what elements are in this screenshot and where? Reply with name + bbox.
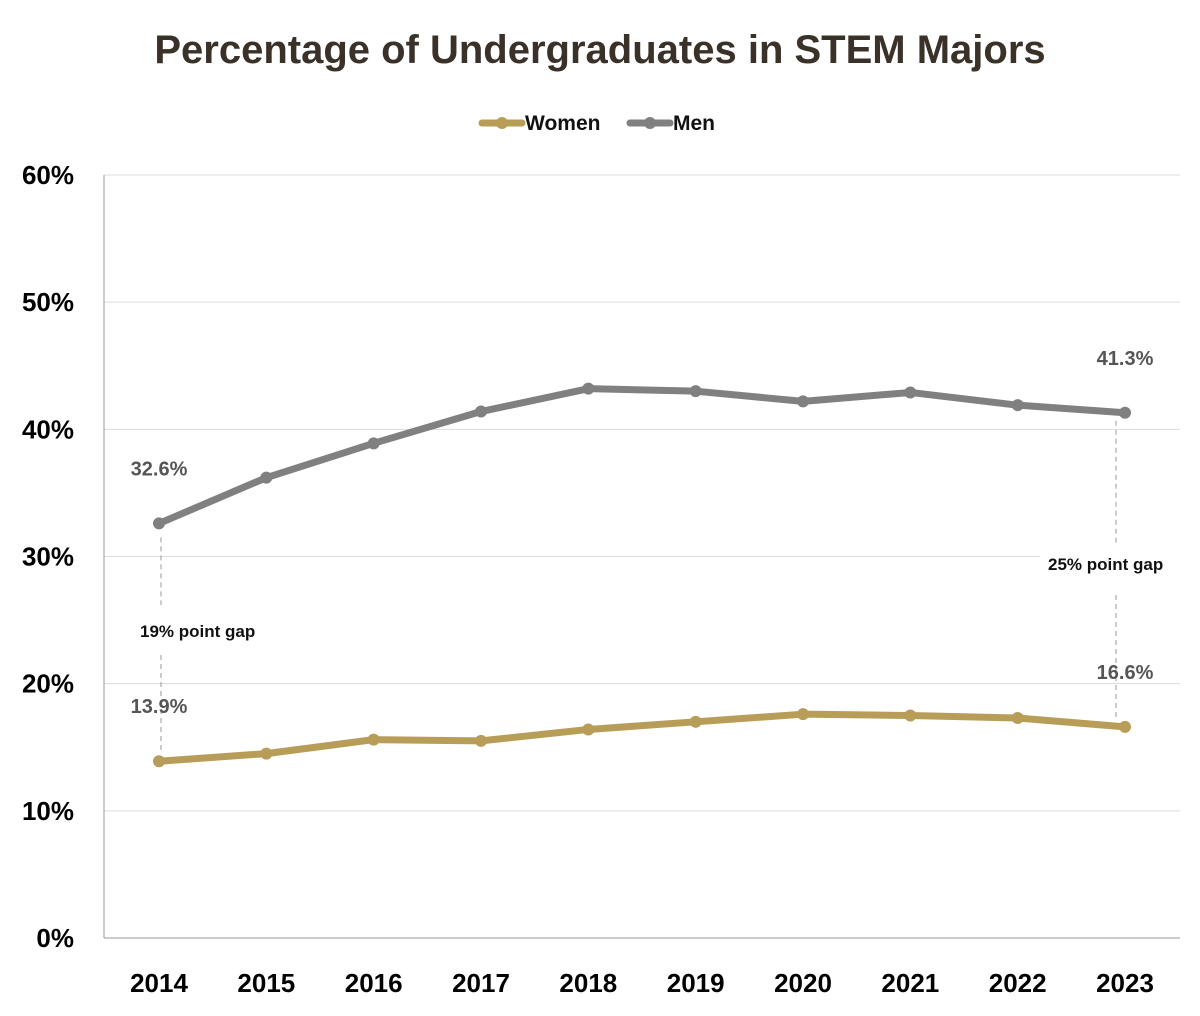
data-point-women [582, 723, 595, 736]
x-tick-label: 2020 [774, 968, 832, 998]
x-tick-label: 2015 [237, 968, 295, 998]
data-point-men [260, 471, 273, 484]
data-label: 32.6% [131, 458, 188, 480]
axes: 0% 10% 20% 30% 40% 50% 60% 2014 2015 2016 2017 2018… [22, 160, 1180, 998]
data-point-men [1119, 406, 1131, 419]
x-tick-label: 2022 [989, 968, 1047, 998]
legend-marker-women [496, 117, 508, 129]
x-tick-label: 2017 [452, 968, 510, 998]
data-point-men [797, 395, 809, 408]
data-point-men [153, 517, 165, 530]
gap-annotation: 25% point gap [1048, 555, 1163, 574]
data-point-women [153, 755, 165, 768]
y-tick-label: 10% [22, 796, 74, 826]
data-point-men [689, 385, 702, 398]
series-line-men [155, 385, 1129, 527]
series-lines [153, 382, 1131, 768]
x-tick-label: 2023 [1096, 968, 1154, 998]
data-point-women [797, 708, 809, 721]
x-tick-label: 2018 [559, 968, 617, 998]
data-point-men [904, 386, 917, 399]
annotations: 19% point gap 25% point gap [140, 420, 1185, 754]
x-tick-label: 2016 [345, 968, 403, 998]
legend-marker-men [644, 117, 656, 129]
data-point-women [1011, 712, 1024, 725]
y-tick-label: 40% [22, 414, 74, 444]
y-tick-label: 0% [36, 923, 74, 953]
data-label: 16.6% [1097, 662, 1154, 684]
legend-label-women: Women [525, 112, 600, 135]
data-point-women [689, 715, 702, 728]
gap-annotation: 19% point gap [140, 622, 255, 641]
data-point-women [1119, 720, 1131, 733]
data-label: 13.9% [131, 696, 188, 718]
y-tick-label: 20% [22, 669, 74, 699]
x-tick-label: 2021 [881, 968, 939, 998]
legend: Women Men [478, 112, 715, 135]
y-tick-label: 50% [22, 287, 74, 317]
data-point-women [367, 733, 380, 746]
data-point-men [367, 437, 380, 450]
y-tick-label: 60% [22, 160, 74, 190]
x-tick-label: 2019 [667, 968, 725, 998]
annotation-background [1040, 548, 1185, 580]
data-labels: 32.6% 41.3% 13.9% 16.6% [131, 348, 1154, 718]
data-point-men [582, 382, 595, 395]
data-point-women [475, 734, 487, 747]
data-point-men [475, 405, 487, 418]
chart-title: Percentage of Undergraduates in STEM Maj… [154, 28, 1045, 72]
data-point-women [260, 747, 273, 760]
y-tick-label: 30% [22, 542, 74, 572]
gridlines [104, 174, 1180, 812]
series-line-women [155, 710, 1129, 765]
data-label: 41.3% [1097, 348, 1154, 370]
data-point-women [904, 709, 917, 722]
legend-label-men: Men [673, 112, 715, 135]
x-tick-label: 2014 [130, 968, 188, 998]
data-point-men [1011, 399, 1024, 412]
